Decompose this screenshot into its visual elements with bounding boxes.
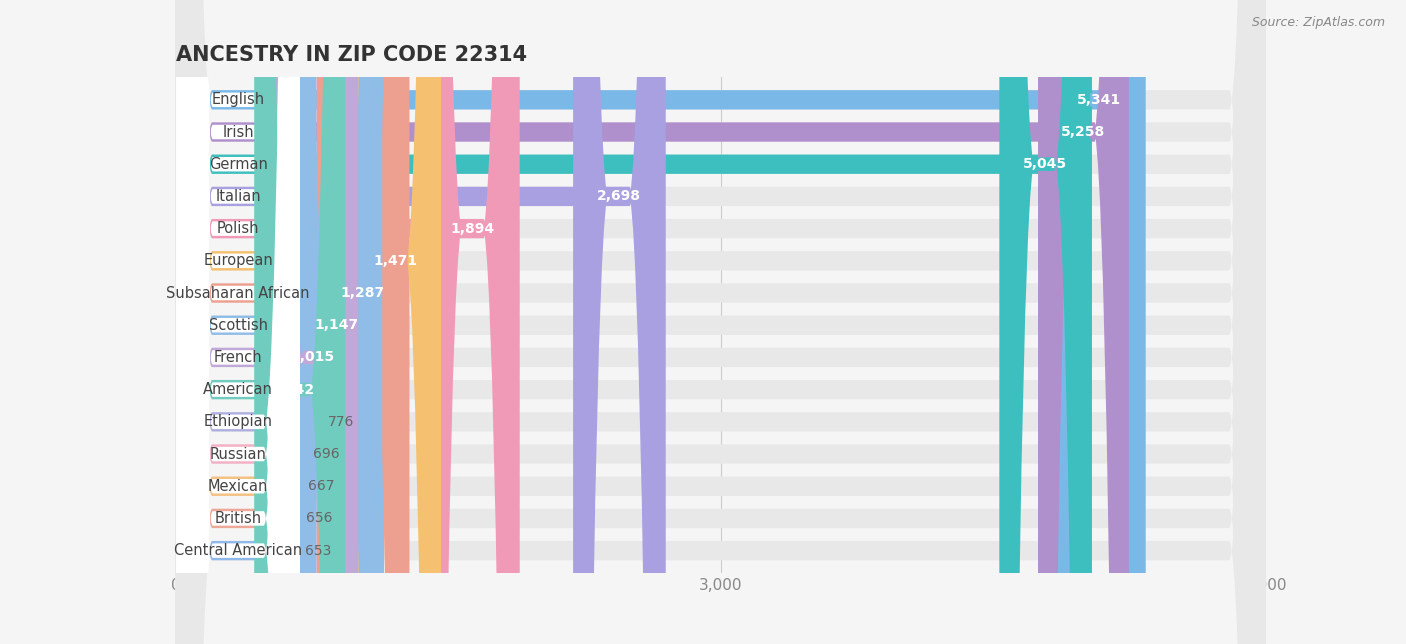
FancyBboxPatch shape [176, 0, 302, 644]
FancyBboxPatch shape [177, 0, 299, 644]
Text: ANCESTRY IN ZIP CODE 22314: ANCESTRY IN ZIP CODE 22314 [176, 44, 527, 64]
FancyBboxPatch shape [176, 0, 665, 644]
Text: Polish: Polish [217, 221, 260, 236]
Text: Mexican: Mexican [208, 478, 269, 494]
FancyBboxPatch shape [176, 0, 520, 644]
FancyBboxPatch shape [291, 0, 382, 644]
FancyBboxPatch shape [427, 0, 517, 644]
FancyBboxPatch shape [176, 0, 1265, 644]
Text: Subsaharan African: Subsaharan African [166, 285, 309, 301]
FancyBboxPatch shape [177, 0, 299, 644]
Text: English: English [212, 92, 264, 108]
FancyBboxPatch shape [177, 0, 299, 644]
FancyBboxPatch shape [177, 0, 299, 644]
FancyBboxPatch shape [267, 0, 359, 644]
Text: Source: ZipAtlas.com: Source: ZipAtlas.com [1251, 16, 1385, 29]
Text: 667: 667 [308, 479, 335, 493]
FancyBboxPatch shape [176, 0, 1265, 644]
Text: 656: 656 [305, 511, 332, 526]
Text: 653: 653 [305, 544, 332, 558]
Text: German: German [208, 156, 267, 172]
FancyBboxPatch shape [176, 0, 384, 644]
Text: 5,045: 5,045 [1022, 157, 1067, 171]
Text: Russian: Russian [209, 446, 267, 462]
Text: 776: 776 [328, 415, 354, 429]
FancyBboxPatch shape [177, 0, 299, 644]
FancyBboxPatch shape [176, 0, 1265, 644]
FancyBboxPatch shape [177, 0, 299, 644]
FancyBboxPatch shape [316, 0, 408, 644]
FancyBboxPatch shape [177, 0, 299, 644]
FancyBboxPatch shape [177, 0, 299, 644]
FancyBboxPatch shape [350, 0, 441, 644]
Text: 2,698: 2,698 [596, 189, 641, 204]
FancyBboxPatch shape [176, 0, 1265, 644]
Text: Irish: Irish [222, 124, 254, 140]
Text: 1,015: 1,015 [291, 350, 335, 365]
FancyBboxPatch shape [177, 0, 299, 644]
FancyBboxPatch shape [176, 0, 1265, 644]
FancyBboxPatch shape [177, 0, 299, 644]
Text: Scottish: Scottish [208, 317, 267, 333]
FancyBboxPatch shape [176, 0, 1265, 644]
FancyBboxPatch shape [177, 0, 299, 644]
Text: 1,471: 1,471 [374, 254, 418, 268]
FancyBboxPatch shape [176, 0, 1265, 644]
FancyBboxPatch shape [176, 0, 1265, 644]
FancyBboxPatch shape [176, 0, 1265, 644]
FancyBboxPatch shape [176, 0, 1265, 644]
FancyBboxPatch shape [177, 0, 299, 644]
FancyBboxPatch shape [176, 0, 297, 644]
FancyBboxPatch shape [176, 0, 347, 644]
FancyBboxPatch shape [177, 0, 299, 644]
FancyBboxPatch shape [1000, 0, 1090, 644]
Text: Central American: Central American [174, 543, 302, 558]
FancyBboxPatch shape [176, 0, 1265, 644]
FancyBboxPatch shape [176, 0, 1265, 644]
FancyBboxPatch shape [176, 0, 409, 644]
Text: 1,287: 1,287 [340, 286, 384, 300]
Text: 696: 696 [314, 447, 340, 461]
FancyBboxPatch shape [177, 0, 299, 644]
Text: European: European [204, 253, 273, 269]
FancyBboxPatch shape [176, 0, 1265, 644]
Text: French: French [214, 350, 263, 365]
Text: British: British [215, 511, 262, 526]
FancyBboxPatch shape [1053, 0, 1144, 644]
FancyBboxPatch shape [176, 0, 1146, 644]
FancyBboxPatch shape [176, 0, 443, 644]
Text: Italian: Italian [215, 189, 262, 204]
FancyBboxPatch shape [176, 0, 1265, 644]
Text: Ethiopian: Ethiopian [204, 414, 273, 430]
FancyBboxPatch shape [176, 0, 295, 644]
Text: 1,894: 1,894 [450, 222, 495, 236]
FancyBboxPatch shape [1038, 0, 1129, 644]
Text: 1,147: 1,147 [315, 318, 359, 332]
Text: American: American [204, 382, 273, 397]
FancyBboxPatch shape [254, 0, 344, 644]
Text: 942: 942 [285, 383, 314, 397]
FancyBboxPatch shape [574, 0, 664, 644]
Text: 5,258: 5,258 [1062, 125, 1105, 139]
Text: 5,341: 5,341 [1077, 93, 1121, 107]
FancyBboxPatch shape [177, 0, 299, 644]
FancyBboxPatch shape [176, 0, 1092, 644]
FancyBboxPatch shape [176, 0, 1265, 644]
FancyBboxPatch shape [176, 0, 1130, 644]
FancyBboxPatch shape [176, 0, 360, 644]
FancyBboxPatch shape [176, 0, 316, 644]
FancyBboxPatch shape [176, 0, 294, 644]
